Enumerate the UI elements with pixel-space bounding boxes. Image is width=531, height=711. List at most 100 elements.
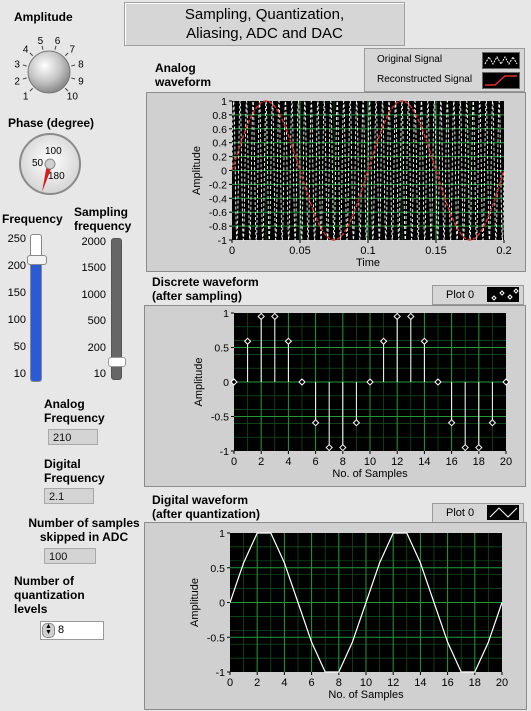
quant-levels-value[interactable]: 8 [58,624,65,636]
legend-original-swatch [482,52,520,69]
amplitude-tick-4: 4 [23,45,29,56]
amplitude-label: Amplitude [14,10,73,24]
y-tick-label: -0.6 [209,207,227,219]
amplitude-tick-3: 3 [14,59,20,70]
sample-point [407,312,415,321]
frequency-slider-thumb[interactable] [27,255,47,266]
amplitude-tick-8: 8 [78,59,84,70]
amplitude-tick-6: 6 [55,36,61,47]
phase-tick-180: 180 [48,171,65,182]
x-tick-label: 6 [309,677,315,689]
sample-point [230,378,238,386]
discrete-legend-label: Plot 0 [446,289,475,301]
sample-point [352,419,361,427]
digital-legend-label: Plot 0 [446,507,475,519]
slider-tick-500: 500 [87,315,106,328]
analog-frequency-label: Analog Frequency [44,397,105,425]
x-tick-label: 18 [469,677,481,689]
x-tick-label: 8 [336,677,342,689]
phase-needle [42,164,53,192]
amplitude-tick-mark [71,64,76,67]
quant-levels-spinner[interactable]: ▲ ▼ [42,623,55,638]
sampling-slider-track[interactable] [108,238,126,380]
sample-point [257,312,265,321]
frequency-slider-fill [31,261,41,381]
x-tick-label: 2 [254,677,260,689]
amplitude-tick-mark [22,77,27,80]
amplitude-tick-7: 7 [70,45,76,56]
slider-tick-1500: 1500 [81,262,106,275]
x-tick-label: 16 [441,677,453,689]
x-tick-label: 4 [281,677,287,689]
amplitude-knob[interactable]: 12 345 678 9 10 [2,26,100,112]
amplitude-tick-mark [71,77,76,80]
slider-tick-250: 250 [7,233,26,245]
amplitude-tick-1: 1 [23,91,29,102]
sample-point [447,419,456,427]
y-tick-label: 0 [223,377,229,389]
amplitude-tick-mark [64,87,69,92]
sample-point [475,443,483,452]
slider-tick-150: 150 [7,287,26,299]
phase-label: Phase (degree) [8,116,95,130]
x-tick-label: 0 [231,456,237,468]
slider-tick-1000: 1000 [81,288,106,301]
sample-point [284,337,293,345]
amplitude-tick-mark [29,87,34,92]
x-axis-label: Time [356,257,380,269]
x-tick-label: 14 [418,456,430,468]
slider-tick-10: 10 [93,368,106,380]
y-tick-label: 0.4 [212,138,227,150]
y-axis-label: Amplitude [191,146,203,195]
sample-point [502,378,510,386]
x-tick-label: 12 [391,456,403,468]
amplitude-tick-9: 9 [78,77,84,88]
reconstructed-signal-line [231,100,505,241]
y-tick-label: 1 [223,308,229,320]
y-axis-label: Amplitude [189,578,201,627]
amplitude-tick-mark [54,45,57,50]
y-tick-label: 0.2 [212,152,227,164]
x-tick-label: 16 [445,456,457,468]
x-tick-label: 0.1 [360,245,375,257]
sample-point [461,443,469,452]
sample-point [325,443,333,452]
x-tick-label: 0.2 [496,245,511,257]
samples-skipped-label: Number of samples skipped in ADC [28,516,140,544]
x-tick-label: 8 [340,456,346,468]
phase-dial[interactable]: 50 100 180 [18,132,84,198]
sample-point [339,443,347,452]
phase-tick-100: 100 [45,146,62,157]
amplitude-tick-mark [29,52,34,57]
y-tick-label: 1 [221,96,227,108]
sample-point [379,337,388,345]
x-tick-label: 18 [473,456,485,468]
discrete-graph-label: Discrete waveform (after sampling) [152,275,259,303]
sample-point [393,312,401,321]
analog-waveform-graph[interactable]: 0 0.05 0.1 0.15 0.210.80.60.40.20-0.2-0.4-0.… [146,92,524,270]
samples-skipped-value: 100 [44,548,96,564]
y-tick-label: -0.4 [209,193,227,205]
y-axis-label: Amplitude [193,358,205,407]
slider-tick-10: 10 [13,368,26,380]
original-signal-line [231,99,505,242]
sample-point [298,378,306,386]
y-tick-label: 0.5 [210,563,225,575]
digital-waveform-graph[interactable]: 0 2 4 6 8 10 12 14 16 18 20 1 0.5 0 -0.5 -1 No. of Sampl… [144,522,525,708]
sampling-slider-scale: 2000 1500 1000 500 200 10 [72,236,106,381]
y-tick-label: -0.8 [209,221,227,233]
sample-point [488,419,497,427]
slider-tick-100: 100 [7,314,26,326]
y-tick-label: 0.8 [212,110,227,122]
frequency-slider-track[interactable] [27,234,47,382]
sampling-label: Sampling frequency [74,205,132,233]
discrete-waveform-graph[interactable]: 0 2 4 6 8 10 12 14 16 18 20 1 0.5 0 -0.5 -1 No. of Sampl… [144,305,524,485]
quant-levels-label: Number of quantization levels [14,574,85,616]
y-tick-label: -0.2 [209,179,227,191]
sample-point [271,312,279,321]
sampling-slider-thumb[interactable] [108,357,126,368]
y-tick-label: -0.5 [211,412,229,424]
x-tick-label: 14 [414,677,426,689]
quant-levels-control[interactable]: ▲ ▼ 8 [40,621,104,640]
quantized-signal-line [229,532,503,673]
